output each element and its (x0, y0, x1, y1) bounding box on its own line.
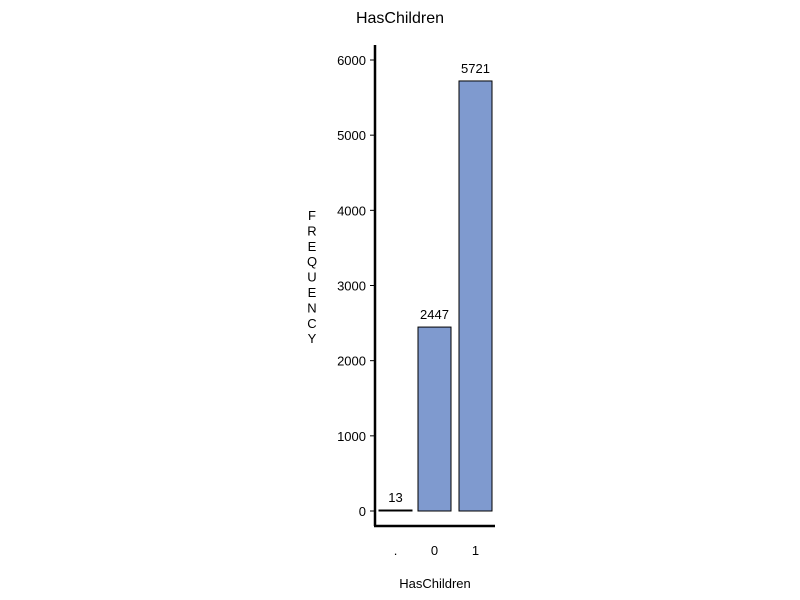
y-axis-label-char: U (307, 270, 316, 285)
x-tick-label: . (394, 543, 398, 558)
chart-title: HasChildren (356, 10, 444, 27)
bars: 13 2447 5721 (378, 61, 493, 512)
bar-data-label: 2447 (420, 307, 449, 322)
y-axis-label-char: Y (308, 331, 317, 346)
y-axis-label-char: E (308, 239, 317, 254)
y-tick-label: 5000 (337, 128, 366, 143)
y-tick-label: 3000 (337, 279, 366, 294)
y-axis-label-char: R (307, 223, 316, 238)
x-tick-label: 1 (472, 543, 479, 558)
y-axis-label-char: F (308, 208, 316, 223)
y-axis: 0 1000 2000 3000 4000 5000 6000 (337, 45, 377, 526)
y-axis-label-char: N (307, 300, 316, 315)
x-axis: . 0 1 (374, 524, 495, 558)
bar (417, 326, 452, 512)
y-axis-label-char: E (308, 285, 317, 300)
y-tick-label: 4000 (337, 203, 366, 218)
y-tick-label: 1000 (337, 429, 366, 444)
y-tick-label: 6000 (337, 53, 366, 68)
y-axis-label-char: Q (307, 254, 317, 269)
bar-data-label: 13 (388, 490, 402, 505)
bar-data-label: 5721 (461, 61, 490, 76)
y-tick-label: 2000 (337, 354, 366, 369)
bar (458, 80, 493, 512)
x-tick-label: 0 (431, 543, 438, 558)
y-tick-label: 0 (359, 504, 366, 519)
x-axis-label: HasChildren (399, 576, 471, 591)
bar (378, 509, 413, 512)
y-axis-label-char: C (307, 316, 316, 331)
